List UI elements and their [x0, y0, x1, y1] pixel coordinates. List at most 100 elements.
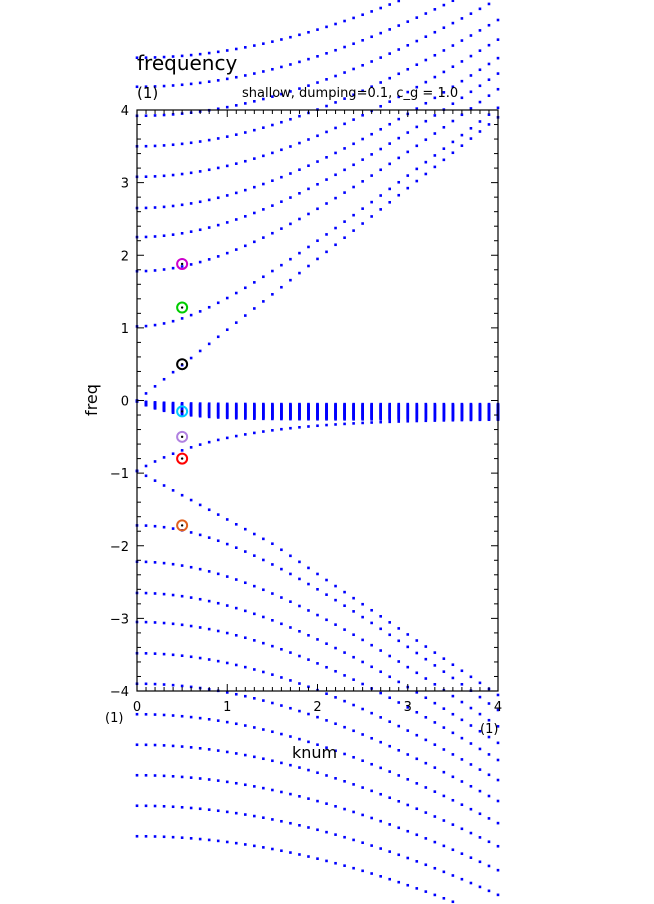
dispersion-point — [298, 824, 301, 827]
dispersion-point — [207, 838, 211, 842]
y-tick-labels: 4 3 2 1 0 −1 −2 −3 −4 — [110, 104, 129, 700]
dispersion-point — [189, 776, 193, 779]
dispersion-point — [298, 737, 301, 741]
highlighted-mode-marker — [176, 405, 189, 418]
dispersion-point — [271, 40, 274, 43]
dispersion-point — [207, 51, 211, 55]
dispersion-point — [451, 694, 455, 698]
dispersion-point — [415, 144, 419, 148]
dispersion-point — [334, 101, 337, 104]
dispersion-point — [433, 893, 437, 897]
dispersion-point — [406, 633, 410, 636]
dispersion-point — [180, 203, 184, 207]
dispersion-point — [406, 778, 410, 781]
dispersion-point — [478, 402, 482, 406]
dispersion-point — [216, 255, 220, 258]
dispersion-point — [225, 631, 229, 635]
dispersion-point — [180, 54, 184, 58]
dispersion-point — [216, 839, 220, 843]
dispersion-point — [216, 79, 220, 82]
dispersion-point — [307, 84, 310, 87]
dispersion-point — [433, 683, 437, 686]
dispersion-point — [352, 213, 355, 217]
dispersion-point — [162, 174, 166, 178]
dispersion-point — [388, 28, 391, 31]
dispersion-point — [244, 74, 247, 77]
dispersion-point — [153, 682, 157, 686]
dispersion-point — [153, 269, 157, 272]
dispersion-point — [352, 596, 355, 600]
dispersion-point — [433, 743, 437, 746]
dispersion-point — [280, 849, 283, 853]
dispersion-point — [234, 781, 238, 785]
dispersion-point — [244, 724, 247, 727]
dispersion-point — [424, 657, 428, 661]
dispersion-point — [478, 7, 482, 11]
dispersion-point — [135, 834, 139, 838]
dispersion-point — [189, 230, 193, 233]
dispersion-point — [361, 222, 364, 225]
dispersion-point — [225, 402, 229, 406]
dispersion-point — [171, 622, 175, 626]
dispersion-point — [280, 38, 283, 41]
dispersion-point — [370, 132, 373, 136]
dispersion-point — [225, 720, 229, 724]
dispersion-point — [244, 402, 247, 406]
x-axis-right-tag: (1) — [480, 722, 498, 737]
dispersion-dots — [135, 0, 500, 904]
dispersion-point — [207, 599, 211, 603]
dispersion-point — [433, 8, 437, 11]
dispersion-point — [352, 67, 355, 71]
dispersion-point — [153, 235, 157, 238]
dispersion-point — [370, 402, 373, 406]
dispersion-point — [271, 673, 274, 676]
dispersion-point — [198, 310, 202, 313]
dispersion-point — [352, 16, 355, 20]
dispersion-point — [162, 744, 166, 747]
dispersion-point — [379, 402, 382, 406]
dispersion-point — [460, 682, 464, 686]
dispersion-point — [271, 204, 274, 207]
dispersion-point — [144, 560, 148, 564]
dispersion-point — [234, 722, 238, 726]
dispersion-point — [225, 194, 229, 197]
dispersion-point — [289, 426, 292, 430]
dispersion-point — [334, 126, 337, 130]
dispersion-point — [343, 402, 346, 406]
dispersion-point — [361, 813, 364, 817]
dispersion-point — [316, 207, 319, 211]
dispersion-point — [352, 185, 355, 189]
dispersion-point — [171, 805, 175, 809]
dispersion-point — [162, 268, 166, 271]
dispersion-point — [496, 868, 500, 872]
dispersion-point — [153, 774, 157, 777]
dispersion-point — [307, 685, 310, 689]
dispersion-point — [234, 191, 238, 195]
dispersion-point — [289, 90, 292, 93]
dispersion-point — [388, 162, 391, 166]
dispersion-point — [298, 251, 301, 255]
dispersion-point — [262, 182, 265, 186]
dispersion-point — [171, 401, 175, 405]
dispersion-point — [343, 220, 346, 223]
dispersion-point — [496, 18, 500, 22]
dispersion-point — [397, 701, 401, 704]
dispersion-point — [144, 620, 148, 624]
dispersion-point — [397, 639, 401, 643]
dispersion-point — [162, 456, 166, 459]
dispersion-point — [280, 790, 283, 794]
dispersion-point — [487, 864, 491, 868]
dispersion-point — [424, 738, 428, 742]
dispersion-point — [343, 147, 346, 150]
dispersion-point — [262, 154, 265, 158]
dispersion-point — [180, 654, 184, 658]
dispersion-point — [253, 697, 256, 700]
dispersion-point — [370, 643, 373, 647]
dispersion-point — [343, 19, 346, 23]
dispersion-point — [415, 39, 419, 43]
dispersion-point — [244, 783, 247, 787]
dispersion-point — [460, 79, 464, 83]
dispersion-point — [253, 157, 256, 160]
dispersion-point — [289, 679, 292, 682]
dispersion-point — [234, 104, 238, 107]
